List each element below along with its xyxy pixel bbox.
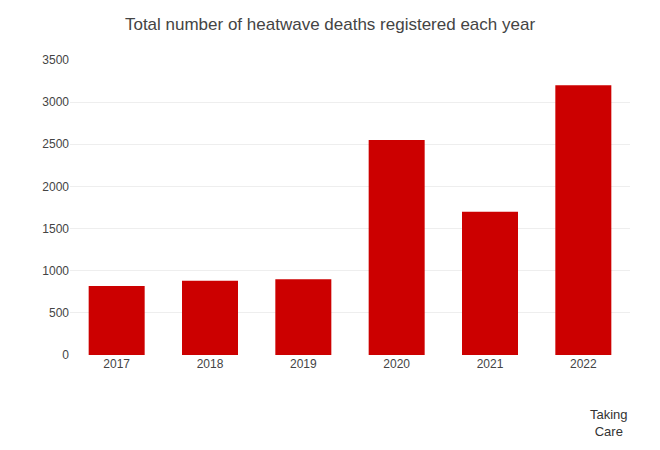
svg-text:2020: 2020	[383, 357, 410, 371]
svg-text:2017: 2017	[103, 357, 130, 371]
svg-text:2019: 2019	[290, 357, 317, 371]
svg-text:TakingCare: TakingCare	[590, 407, 628, 439]
svg-text:1500: 1500	[42, 222, 69, 236]
svg-text:500: 500	[49, 306, 69, 320]
svg-text:2000: 2000	[42, 180, 69, 194]
svg-text:2021: 2021	[477, 357, 504, 371]
svg-text:0: 0	[62, 348, 69, 362]
svg-text:Total number of heatwave death: Total number of heatwave deaths register…	[125, 15, 535, 34]
svg-text:3500: 3500	[42, 53, 69, 67]
svg-text:2500: 2500	[42, 137, 69, 151]
svg-text:1000: 1000	[42, 264, 69, 278]
svg-text:3000: 3000	[42, 95, 69, 109]
svg-text:2018: 2018	[197, 357, 224, 371]
svg-text:2022: 2022	[570, 357, 597, 371]
